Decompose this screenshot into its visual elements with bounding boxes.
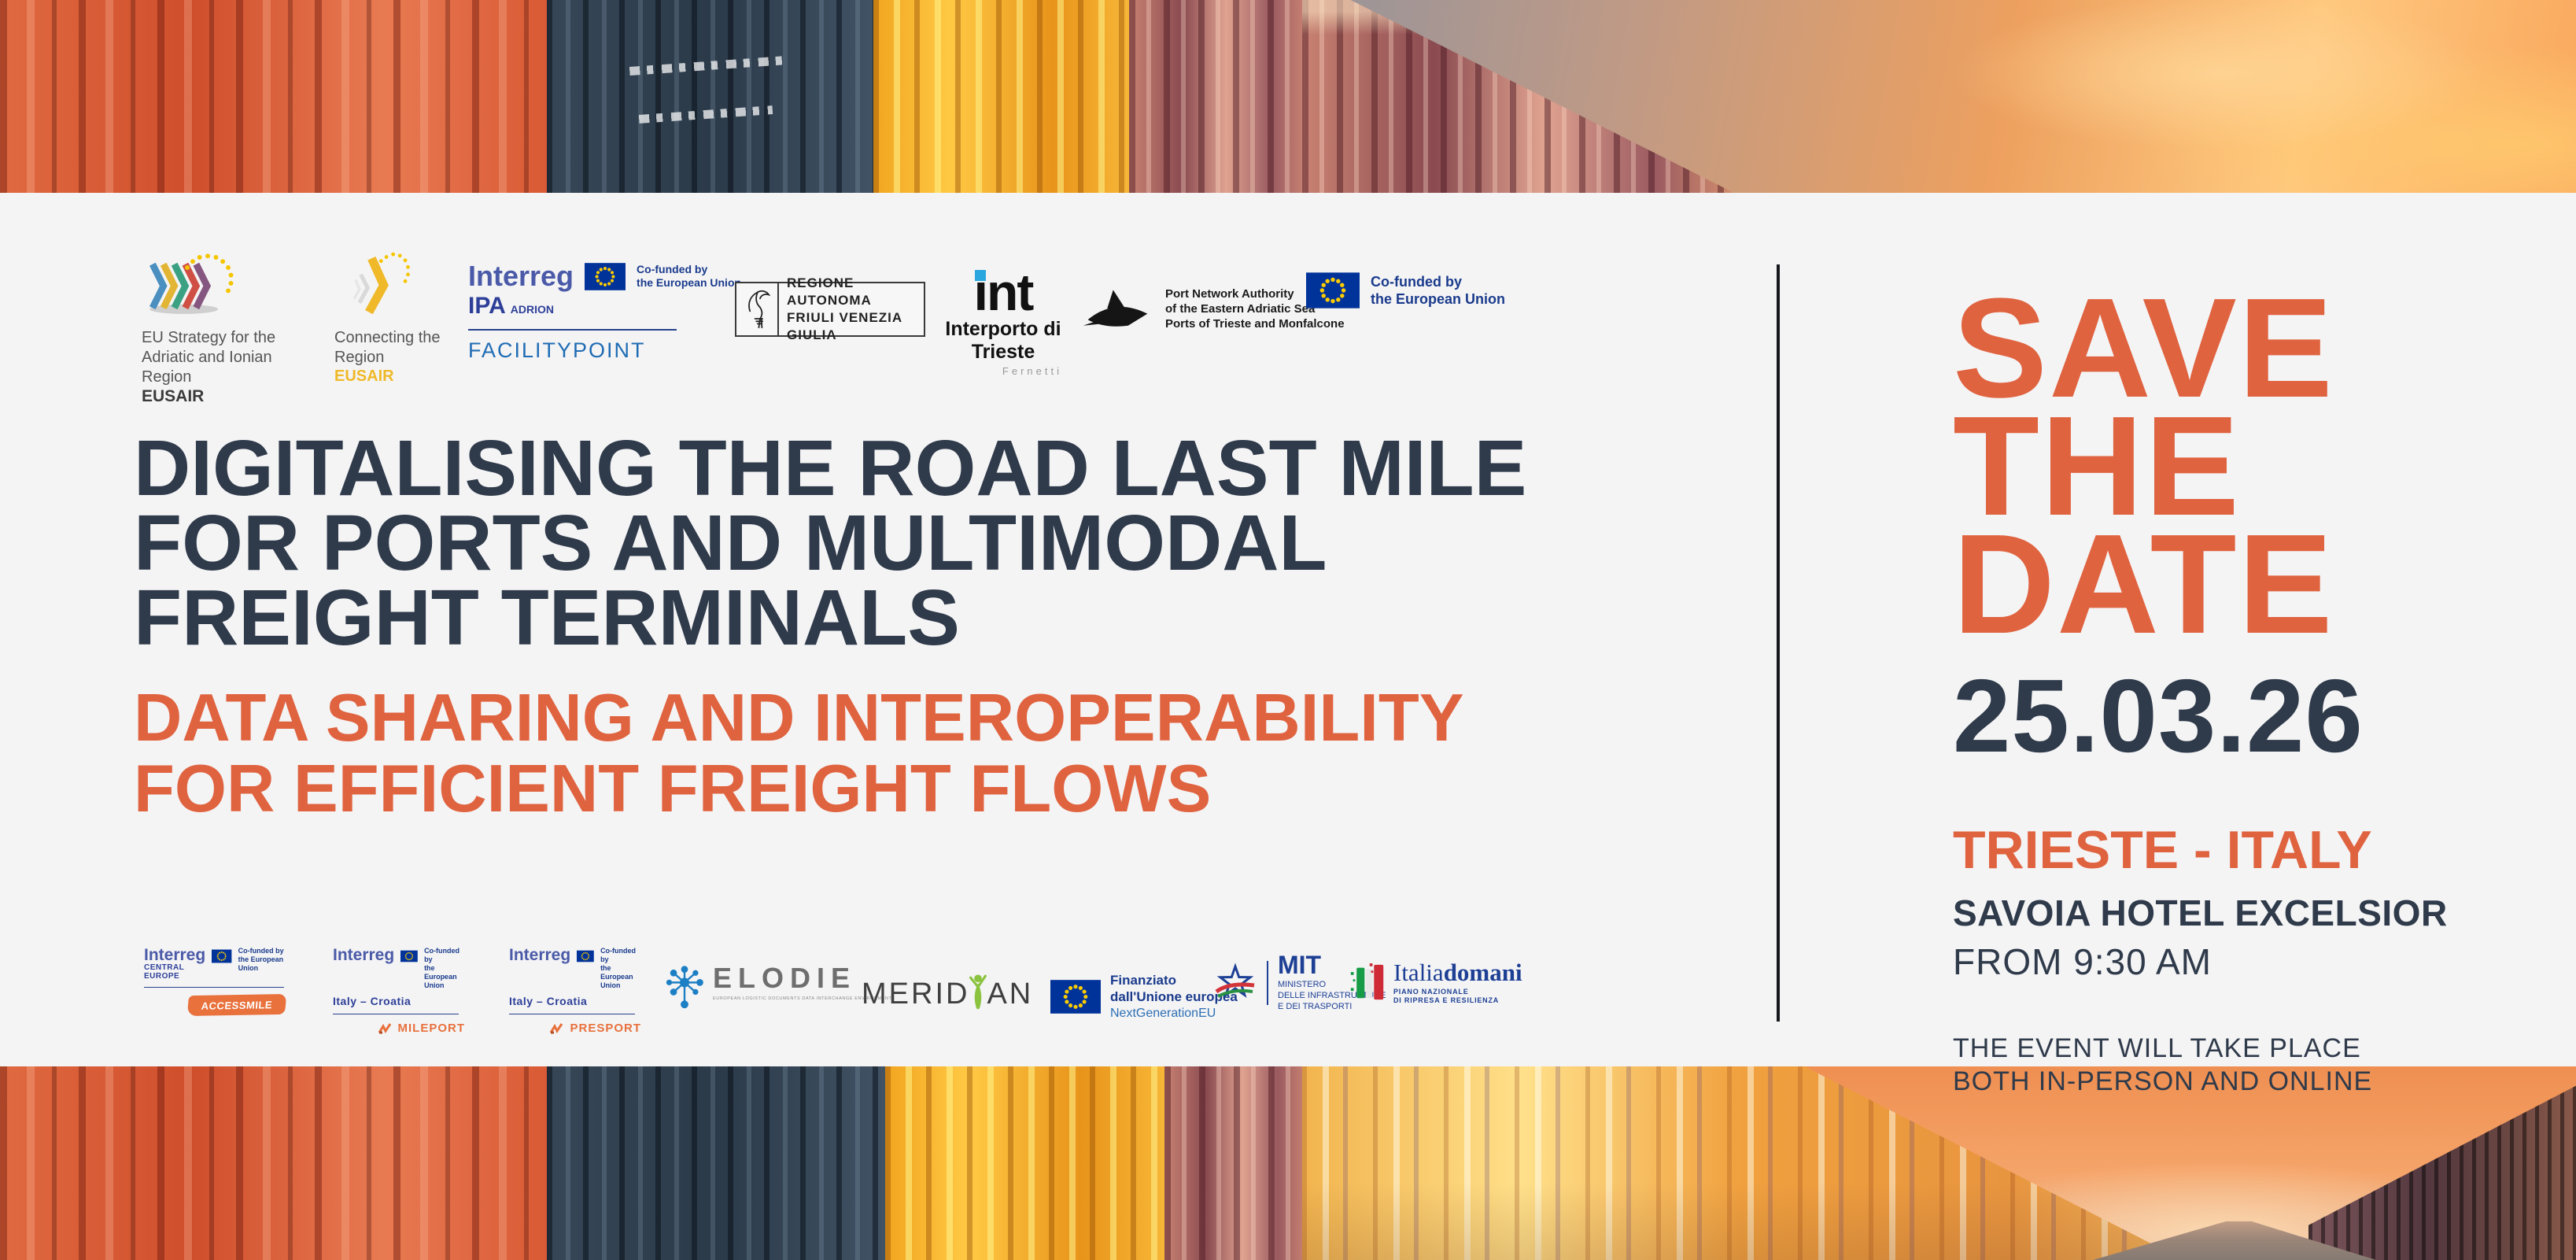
wing-icon — [550, 1022, 563, 1033]
eu-flag-icon — [585, 263, 626, 290]
eu-flag-icon — [400, 947, 418, 966]
elodie-tagline: EUROPEAN LOGISTIC DOCUMENTS DATA INTERCH… — [713, 996, 892, 1001]
int-wordmark: int — [973, 263, 1035, 321]
connecting-caption: Connecting the Region — [334, 329, 441, 366]
meridian-name-left: MERID — [862, 977, 970, 1011]
event-date: 25.03.26 — [1953, 658, 2364, 774]
mixed-containers — [1164, 1066, 1306, 1260]
nextgeneu-label: NextGenerationEU — [1110, 1007, 1216, 1020]
eu-cofunded-logo: Co-funded by the European Union — [1306, 272, 1505, 309]
regione-fvg-logo: REGIONE AUTONOMA FRIULI VENEZIA GIULIA — [735, 275, 925, 342]
ipa-label: IPA — [468, 293, 506, 319]
port-authority-name: Port Network Authority of the Eastern Ad… — [1165, 286, 1345, 331]
interreg-central-europe-accessmile-logo: Interreg CENTRAL EUROPE Co-funded by the… — [144, 946, 287, 1017]
facilitypoint-label: FACILITYPOINT — [468, 338, 646, 362]
presport-project-label: PRESPORT — [570, 1022, 641, 1035]
elodie-network-icon — [666, 966, 703, 1009]
navy-containers — [547, 0, 873, 193]
italia-domani-name: Italiadomani — [1393, 958, 1522, 986]
navy-containers — [547, 1066, 885, 1260]
connecting-acronym: EUSAIR — [334, 368, 394, 385]
green-person-icon — [969, 974, 987, 1010]
program-label: CENTRAL EUROPE — [144, 963, 185, 981]
cofunded-label: Co-funded by the European Union — [1371, 274, 1505, 307]
meridian-logo: MERID AN — [862, 974, 1033, 1010]
eu-flag-icon — [212, 947, 231, 966]
yellow-containers — [885, 1066, 1164, 1260]
adrion-divider — [468, 329, 677, 331]
mit-divider — [1267, 960, 1268, 1005]
cofunded-label: Co-funded by the European Union — [424, 947, 460, 989]
accessmile-project-label: ACCESSMILE — [186, 993, 287, 1017]
connecting-region-eusair-logo: Connecting the Region EUSAIR — [334, 250, 452, 386]
container-photo-strip-bottom — [0, 1066, 2576, 1260]
save-the-date-headline: SAVE THE DATE — [1953, 269, 2334, 663]
program-label: Italy – Croatia — [333, 995, 411, 1007]
adrion-label: ADRION — [510, 303, 555, 316]
italy-flag-mosaic-icon — [1350, 963, 1384, 1000]
fvg-eagle-icon — [736, 283, 779, 335]
mixed-containers — [1129, 0, 1306, 193]
event-venue: SAVOIA HOTEL EXCELSIOR — [1953, 892, 2448, 933]
interreg-wordmark: Interreg — [509, 946, 571, 964]
event-subtitle: DATA SHARING AND INTEROPERABILITY FOR EF… — [134, 681, 1464, 826]
mit-abbr: MIT — [1278, 951, 1322, 979]
nextgeneu-logo: Finanziato dall'Unione europea NextGener… — [1050, 972, 1238, 1021]
vertical-divider — [1777, 264, 1780, 1022]
eusair-caption: EU Strategy for the Adriatic and Ionian … — [142, 329, 276, 386]
orange-containers — [0, 0, 547, 193]
yellow-containers — [873, 0, 1129, 193]
eu-flag-icon — [1050, 980, 1101, 1014]
interreg-ipa-adrion-logo: Interreg Co-funded by the European Union… — [468, 260, 741, 363]
eu-flag-icon — [1306, 272, 1360, 309]
fvg-name: REGIONE AUTONOMA FRIULI VENEZIA GIULIA — [787, 275, 902, 342]
interreg-italy-croatia-presport-logo: Interreg Co-funded by the European Union… — [509, 947, 641, 1035]
eusair-chevrons-icon — [149, 253, 234, 314]
elodie-name: ELODIE — [713, 962, 857, 994]
logo-divider — [144, 987, 284, 988]
interporto-sub: Fernetti — [1002, 365, 1062, 377]
event-time: FROM 9:30 AM — [1953, 941, 2212, 982]
italia-domani-logo: Italiadomani PIANO NAZIONALE DI RIPRESA … — [1349, 959, 1522, 1005]
port-network-authority-logo: Port Network Authority of the Eastern Ad… — [1082, 285, 1345, 332]
italia-domani-sub: PIANO NAZIONALE DI RIPRESA E RESILIENZA — [1393, 987, 1500, 1004]
interporto-trieste-logo: int Interporto di Trieste Fernetti — [944, 263, 1062, 377]
interreg-wordmark: Interreg — [144, 946, 206, 964]
save-the-date-panel: SAVE THE DATE 25.03.26 TRIESTE - ITALY S… — [1953, 269, 2551, 1098]
eusair-logo: EU Strategy for the Adriatic and Ionian … — [142, 252, 291, 406]
event-note: THE EVENT WILL TAKE PLACE BOTH IN-PERSON… — [1953, 1033, 2373, 1096]
event-title: DIGITALISING THE ROAD LAST MILE FOR PORT… — [134, 424, 1527, 662]
partner-logos-top: EU Strategy for the Adriatic and Ionian … — [134, 236, 1747, 405]
int-blue-square-icon — [974, 270, 986, 281]
wing-icon — [378, 1022, 391, 1033]
event-location: TRIESTE - ITALY — [1953, 820, 2372, 880]
program-label: Italy – Croatia — [509, 995, 588, 1007]
meridian-name-right: AN — [987, 977, 1034, 1011]
interreg-wordmark: Interreg — [333, 946, 395, 964]
port-authority-sail-icon — [1083, 290, 1148, 327]
mileport-project-label: MILEPORT — [397, 1022, 465, 1035]
nextgen-funding-label: Finanziato dall'Unione europea — [1110, 973, 1238, 1004]
eu-flag-icon — [577, 947, 594, 966]
yellow-chevron-icon — [352, 252, 410, 315]
container-photo-strip-top — [0, 0, 2576, 193]
cofunded-label: Co-funded by the European Union — [600, 947, 637, 989]
orange-containers — [0, 1066, 547, 1260]
interporto-name: Interporto di Trieste — [945, 318, 1061, 363]
cofunded-label: Co-funded by the European Union — [238, 947, 284, 972]
eusair-acronym: EUSAIR — [142, 387, 205, 405]
partner-logos-bottom: Interreg CENTRAL EUROPE Co-funded by the… — [134, 940, 1668, 1035]
mit-star-icon — [1215, 962, 1255, 998]
cofunded-label: Co-funded by the European Union — [637, 263, 742, 289]
interreg-wordmark: Interreg — [468, 260, 574, 292]
interreg-italy-croatia-mileport-logo: Interreg Co-funded by the European Union… — [333, 947, 465, 1035]
elodie-logo: ELODIE EUROPEAN LOGISTIC DOCUMENTS DATA … — [664, 963, 891, 1010]
